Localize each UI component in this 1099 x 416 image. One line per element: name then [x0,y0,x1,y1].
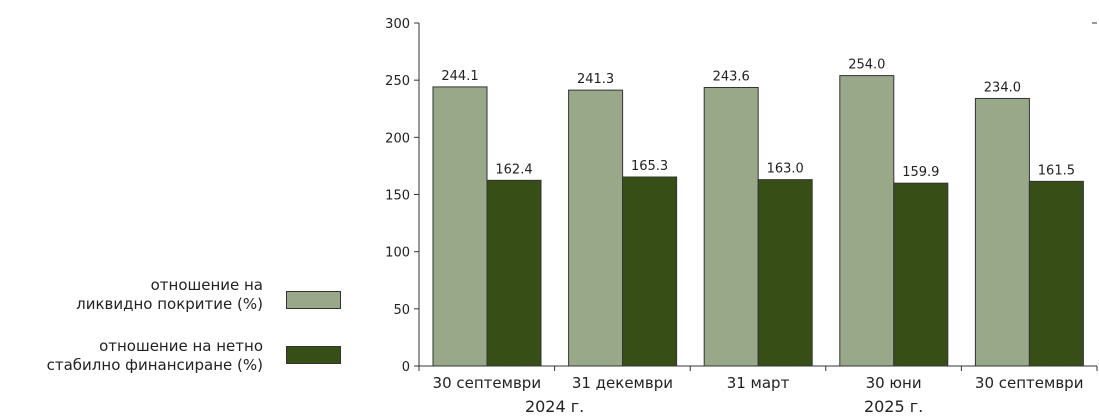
data-label-nsfr: 161.5 [1038,163,1075,178]
data-label-nsfr: 165.3 [631,159,668,174]
y-tick-label: 250 [385,74,410,89]
x-group-label: 2025 г. [864,397,923,416]
data-label-nsfr: 162.4 [495,162,532,177]
data-label-nsfr: 159.9 [902,165,939,180]
data-label-lcr: 241.3 [577,72,614,87]
data-label-lcr: 234.0 [984,80,1021,95]
y-tick-label: 300 [385,17,410,32]
legend-label-line: отношение на нетно [99,337,263,355]
data-label-lcr: 243.6 [713,69,750,84]
bar-nsfr [1028,180,1084,367]
legend-item-lcr: отношение на ликвидно покритие (%) [0,276,343,316]
bar-nsfr [757,179,813,367]
data-label-lcr: 244.1 [441,69,478,84]
legend-label-lcr: отношение на ликвидно покритие (%) [76,276,263,314]
y-tick-label: 150 [385,189,410,204]
data-label-nsfr: 163.0 [767,162,804,177]
legend-swatch-nsfr [286,346,341,364]
bar-lcr [974,97,1030,367]
y-tick-label: 100 [385,246,410,261]
x-tick-label: 31 декември [572,374,673,392]
y-tick-label: 200 [385,131,410,146]
bar-lcr [568,89,624,367]
legend-label-nsfr: отношение на нетно стабилно финансиране … [47,337,263,375]
y-tick-label: 0 [402,360,410,375]
x-tick-label: 31 март [727,374,790,392]
data-label-lcr: 254.0 [848,58,885,73]
bar-lcr [703,86,759,367]
bar-nsfr [622,176,678,367]
legend-item-nsfr: отношение на нетно стабилно финансиране … [0,337,343,377]
bar-lcr [839,75,895,367]
bar-nsfr [893,182,949,367]
legend-swatch-lcr [286,291,341,309]
x-tick-label: 30 септември [975,374,1084,392]
legend-label-line: ликвидно покритие (%) [76,295,263,313]
legend-label-line: стабилно финансиране (%) [46,356,263,374]
y-tick-label: 50 [393,303,410,318]
bar-nsfr [486,179,542,367]
bar-lcr [432,86,488,367]
x-tick-label: 30 юни [866,374,922,392]
x-tick-label: 30 септември [433,374,542,392]
legend-label-line: отношение на [150,276,263,294]
x-group-label: 2024 г. [525,397,584,416]
